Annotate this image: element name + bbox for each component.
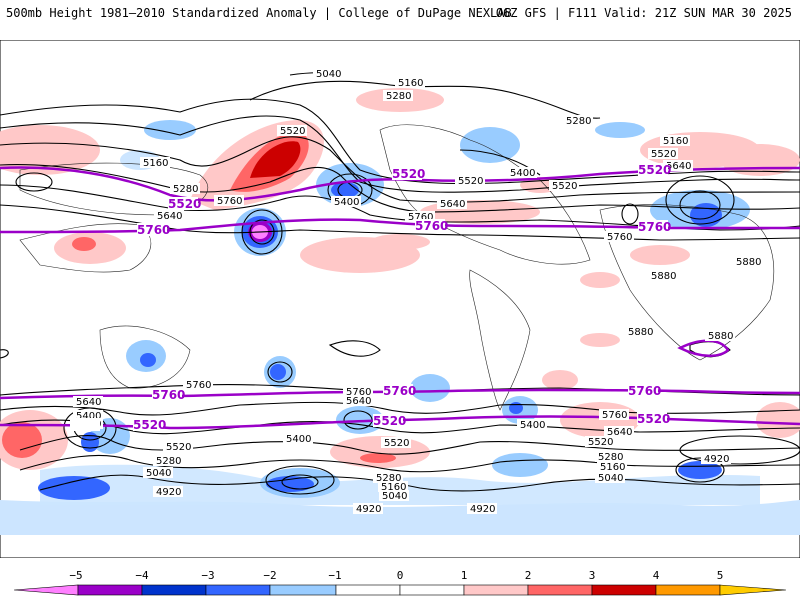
contour-label: 5160 [381, 482, 406, 493]
colorbar-tick: 0 [397, 569, 404, 582]
highlight-label: 5520 [392, 167, 425, 181]
highlight-label: 5760 [137, 223, 170, 237]
highlight-label: 5520 [133, 418, 166, 432]
run-info: 06Z GFS | F111 Valid: 21Z SUN MAR 30 202… [495, 6, 792, 20]
contour-label: 5160 [143, 158, 168, 169]
map-title: 500mb Height 1981–2010 Standardized Anom… [6, 6, 512, 20]
swatch-gt-5 [719, 584, 787, 596]
colorbar-ticks: −5 −4 −3 −2 −1 0 1 2 3 4 5 [69, 569, 723, 582]
swatch-m5-m4 [77, 584, 143, 596]
highlight-label: 5520 [168, 197, 201, 211]
highlight-label: 5520 [373, 414, 406, 428]
contour-label: 5280 [376, 473, 401, 484]
contour-label: 4920 [704, 454, 729, 465]
swatch-3-4 [591, 584, 657, 596]
contour-label: 5160 [663, 136, 688, 147]
highlight-label: 5760 [638, 220, 671, 234]
contour-label: 5760 [602, 410, 627, 421]
swatch-1-2 [463, 584, 529, 596]
swatch-2-3 [527, 584, 593, 596]
contour-label: 5040 [598, 473, 623, 484]
colorbar-tick: 3 [589, 569, 596, 582]
highlight-label: 5520 [638, 163, 671, 177]
contour-label: 5880 [628, 327, 653, 338]
contour-label: 5520 [280, 126, 305, 137]
contour-label: 5520 [588, 437, 613, 448]
contour-label: 5880 [736, 257, 761, 268]
contour-label: 4920 [156, 487, 181, 498]
swatch-4-5 [655, 584, 721, 596]
anomaly-colorbar: −5 −4 −3 −2 −1 0 1 2 3 4 5 [0, 568, 800, 600]
contour-label: 5400 [76, 411, 101, 422]
contour-label: 5760 [346, 387, 371, 398]
colorbar-tick: −4 [135, 569, 149, 582]
contour-label: 5160 [398, 78, 423, 89]
contour-label: 5880 [708, 331, 733, 342]
contour-label: 5280 [598, 452, 623, 463]
colorbar-tick: −2 [263, 569, 276, 582]
anomaly-map: 5040 5160 5280 5520 5160 5280 5640 5760 … [0, 40, 800, 558]
height-contours [0, 72, 800, 495]
contour-label: 5280 [566, 116, 591, 127]
contour-label: 5640 [76, 397, 101, 408]
anomaly-shading [0, 88, 800, 535]
contour-label: 5400 [520, 420, 545, 431]
contour-label: 5040 [146, 468, 171, 479]
colorbar-tick: −1 [328, 569, 341, 582]
swatch-m3-m2 [205, 584, 271, 596]
contour-label: 5040 [382, 491, 407, 502]
contour-label: 5520 [552, 181, 577, 192]
colorbar-tick: −3 [201, 569, 214, 582]
swatch-0-1 [399, 584, 465, 596]
colorbar-tick: −5 [69, 569, 82, 582]
swatch-m1-0 [335, 584, 401, 596]
highlight-label: 5760 [415, 219, 448, 233]
highlight-label: 5760 [152, 388, 185, 402]
colorbar-tick: 5 [717, 569, 724, 582]
contour-label: 5280 [156, 456, 181, 467]
contour-label: 4920 [356, 504, 381, 515]
contour-label: 5880 [651, 271, 676, 282]
contour-label: 5400 [510, 168, 535, 179]
colorbar-swatches [13, 584, 787, 596]
swatch-lt-m5 [13, 584, 79, 596]
contour-label: 5520 [384, 438, 409, 449]
header: 500mb Height 1981–2010 Standardized Anom… [0, 0, 800, 40]
contour-label: 5520 [166, 442, 191, 453]
contour-label: 4920 [470, 504, 495, 515]
contour-label: 5520 [651, 149, 676, 160]
contour-label: 5040 [316, 69, 341, 80]
contour-label: 5760 [408, 212, 433, 223]
colorbar-tick: 4 [653, 569, 660, 582]
colorbar-tick: 1 [461, 569, 468, 582]
contour-label: 5640 [607, 427, 632, 438]
contour-label: 5280 [173, 184, 198, 195]
contour-label: 5400 [334, 197, 359, 208]
swatch-m4-m3 [141, 584, 207, 596]
highlight-label: 5520 [637, 412, 670, 426]
contour-label: 5760 [217, 196, 242, 207]
highlight-label: 5760 [628, 384, 661, 398]
swatch-m2-m1 [269, 584, 337, 596]
contour-label: 5280 [386, 91, 411, 102]
contour-label: 5640 [666, 161, 691, 172]
contour-label: 5640 [440, 199, 465, 210]
contour-labels: 5040 5160 5280 5520 5160 5280 5640 5760 … [73, 68, 763, 515]
colorbar-tick: 2 [525, 569, 532, 582]
contour-label: 5640 [346, 396, 371, 407]
highlight-label: 5760 [383, 384, 416, 398]
highlight-labels: 5520 5520 5520 5760 5760 5760 5760 5760 … [70, 163, 671, 432]
contour-label: 5520 [458, 176, 483, 187]
contour-label: 5760 [607, 232, 632, 243]
contour-label: 5160 [600, 462, 625, 473]
contour-label: 5760 [186, 380, 211, 391]
contour-label: 5640 [157, 211, 182, 222]
contour-label: 5400 [286, 434, 311, 445]
